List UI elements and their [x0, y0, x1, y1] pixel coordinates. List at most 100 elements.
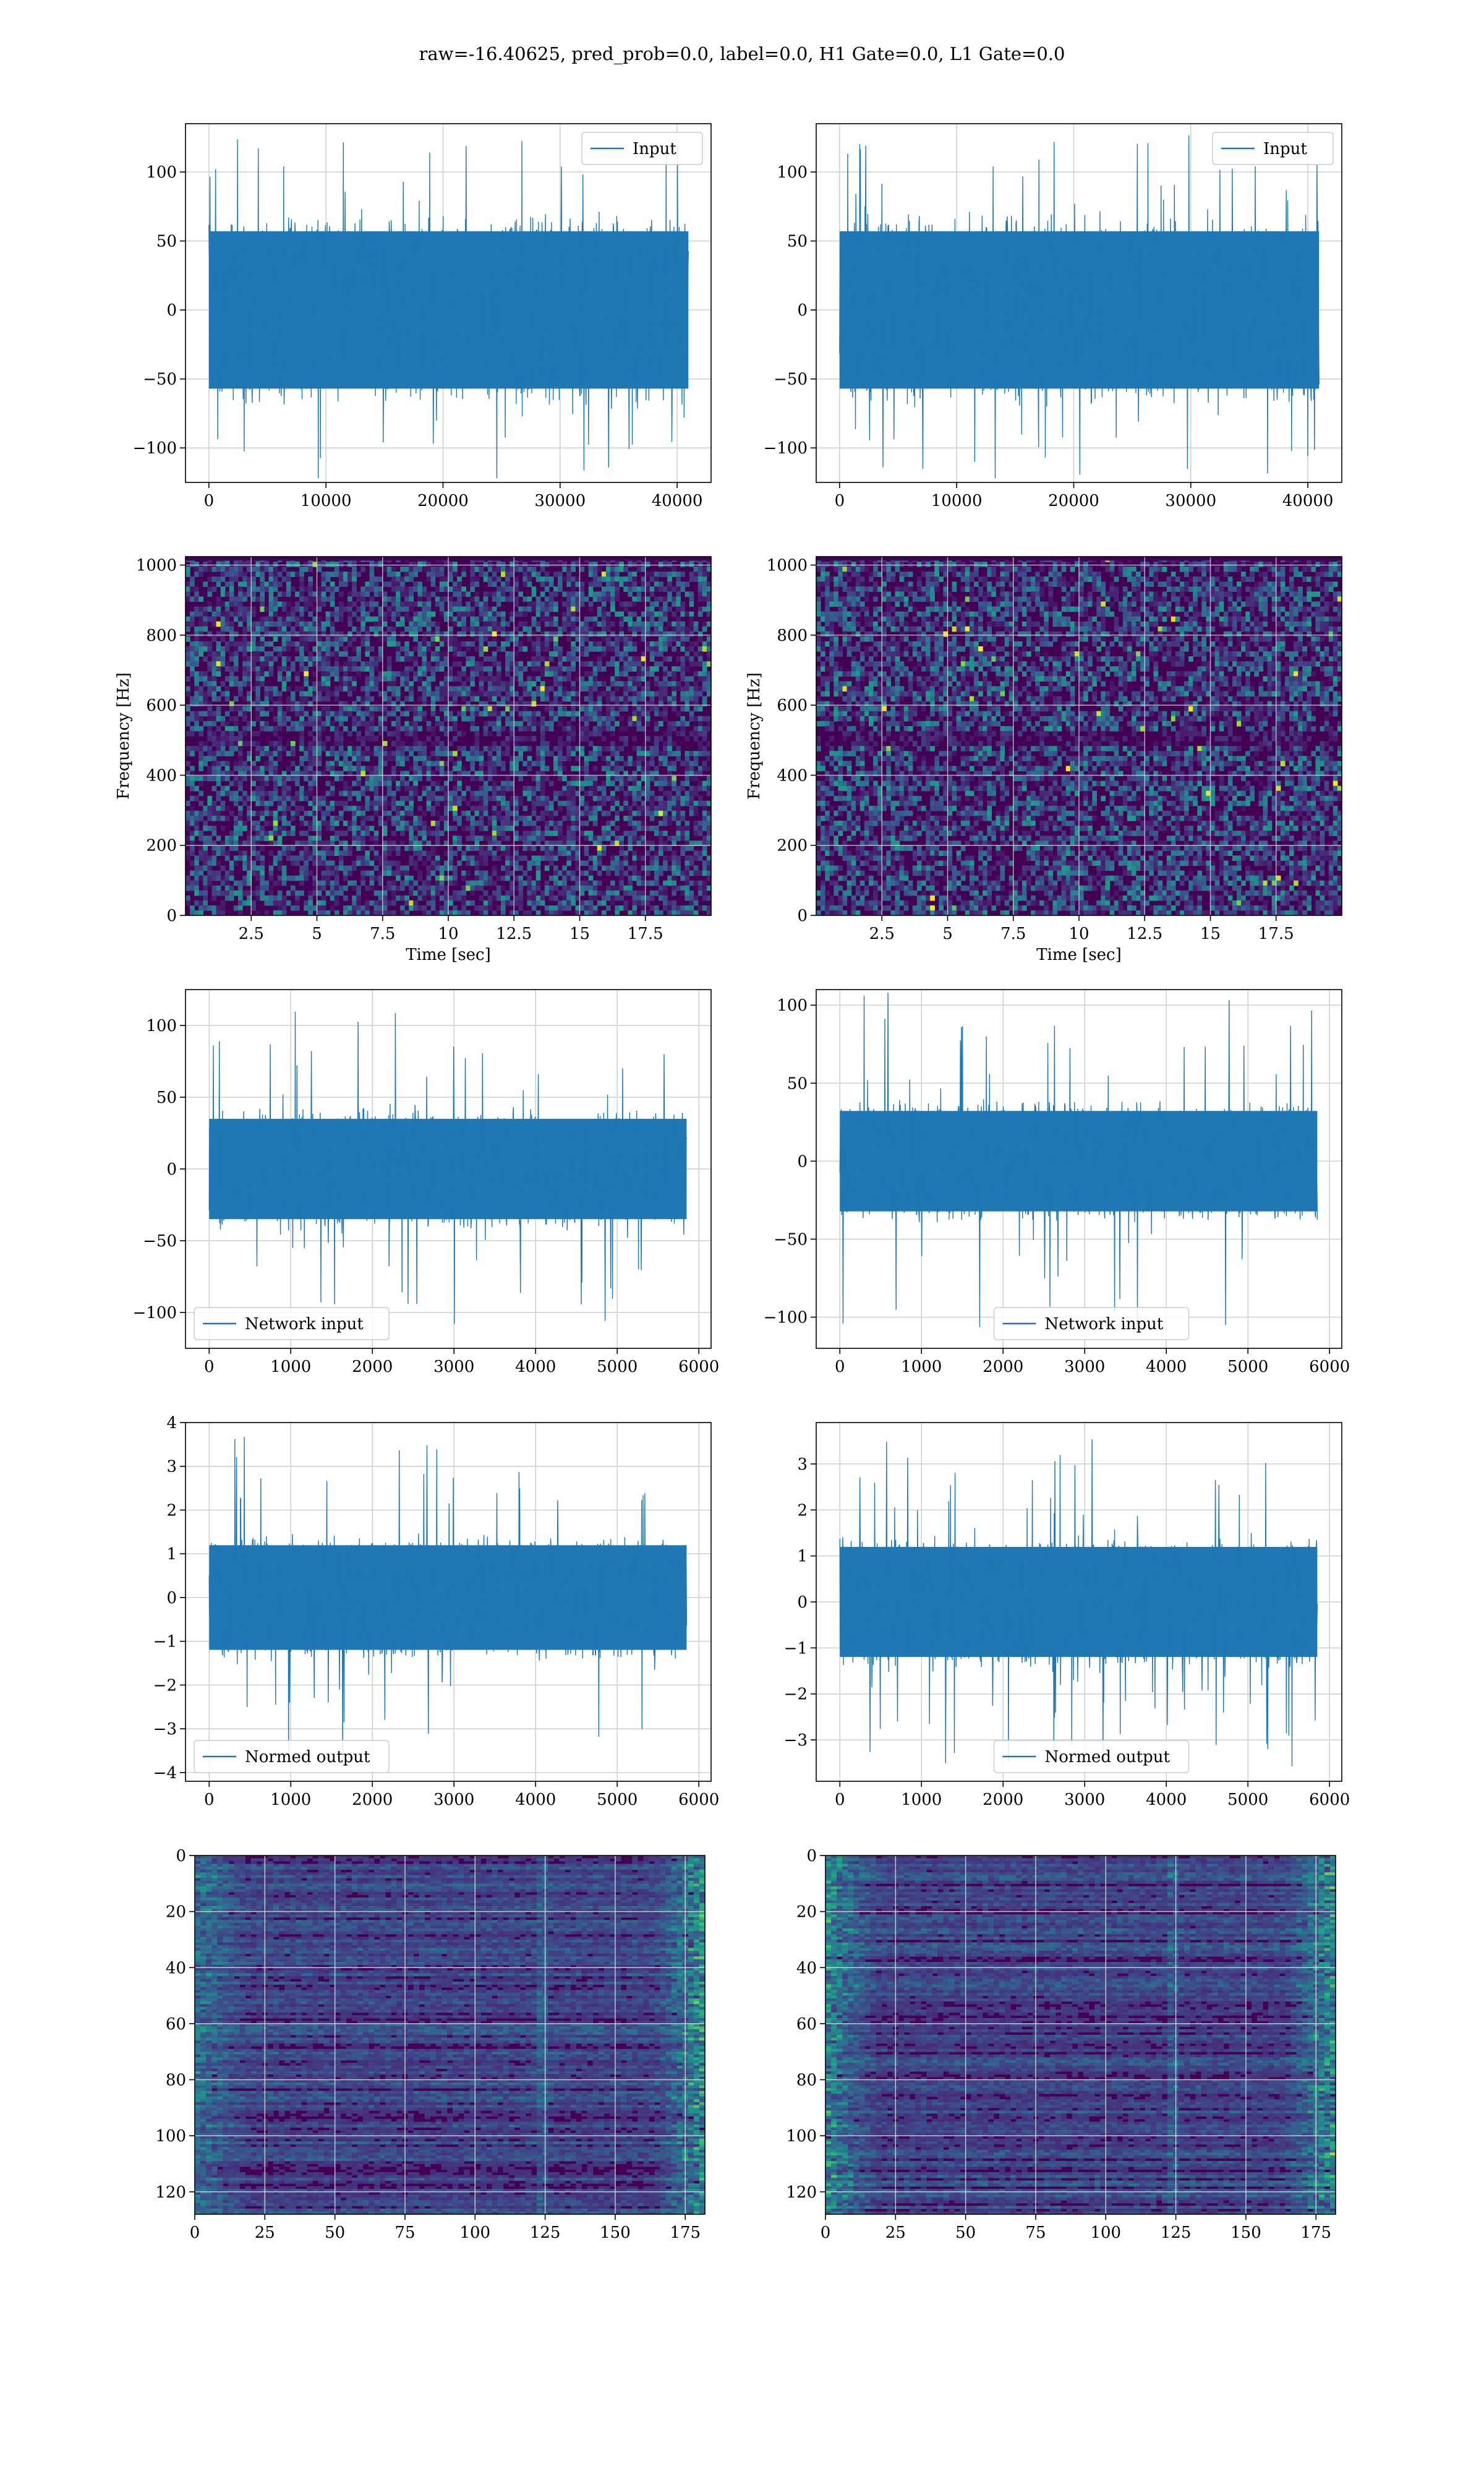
norm-l1-legend: Normed output — [993, 1740, 1190, 1773]
net-l1-xtick-label: 4000 — [1146, 1358, 1187, 1376]
spec-l1-ytick-label: 400 — [777, 766, 808, 785]
net-h1-xtick-label: 0 — [204, 1358, 215, 1376]
spec-h1-ticks: 2.5 5 7.5 10 12.5 15 17.5 0 200 400 600 800 1000 — [136, 557, 663, 943]
norm-h1-frame — [185, 1422, 712, 1782]
spec-l1-xlabel: Time [sec] — [1036, 946, 1122, 964]
net-l1-ytick-label: −50 — [774, 1230, 808, 1249]
feat-h1-ytick-label: 0 — [176, 1847, 186, 1865]
input-l1-legend-box — [1212, 132, 1334, 165]
net-h1-legend-box — [194, 1307, 390, 1340]
norm-l1-xtick-label: 6000 — [1309, 1791, 1350, 1809]
input-l1-trace — [839, 135, 1320, 479]
norm-l1-xtick-label: 5000 — [1227, 1791, 1268, 1809]
input-l1-xtick-label: 30000 — [1165, 492, 1216, 510]
spec-h1-ytick-label: 400 — [146, 766, 177, 785]
net-h1-xtick-label: 4000 — [515, 1358, 556, 1376]
input-l1-xtick-label: 20000 — [1048, 492, 1099, 510]
input-h1-legend-label: Input — [633, 140, 676, 158]
spec-h1-xtick-label: 17.5 — [628, 925, 663, 943]
norm-h1-legend: Normed output — [194, 1740, 390, 1773]
input-l1-ticks: 0 10000 20000 30000 40000 −100 −50 0 50 100 — [764, 163, 1334, 510]
spec-h1-xtick-label: 7.5 — [370, 925, 395, 943]
spec-l1-xtick-label: 15 — [1200, 925, 1221, 943]
chart-feature-map-l1: 0 25 50 75 100 125 150 175 0 20 40 60 80 100 120 — [786, 1847, 1336, 2242]
chart-normed-output-l1: 0 1000 2000 3000 4000 5000 6000 −3 −2 −1 0 1 2 3 Norme… — [784, 1422, 1350, 1809]
spec-h1-xtick-label: 10 — [438, 925, 458, 943]
input-l1-legend-label: Input — [1263, 140, 1307, 158]
spec-h1-xtick-label: 12.5 — [496, 925, 532, 943]
norm-l1-ytick-label: 2 — [797, 1501, 808, 1520]
input-l1-ytick-label: −50 — [774, 370, 808, 389]
feat-l1-ytick-label: 120 — [786, 2183, 817, 2202]
chart-input-l1: 0 10000 20000 30000 40000 −100 −50 0 50 100 Input — [764, 123, 1342, 510]
net-h1-legend: Network input — [194, 1307, 390, 1340]
spec-h1-ytick-label: 0 — [166, 907, 177, 925]
net-h1-trace — [208, 1011, 688, 1324]
feat-h1-ticks: 0 25 50 75 100 125 150 175 0 20 40 60 80 100 120 — [155, 1847, 701, 2242]
norm-l1-xtick-label: 1000 — [901, 1791, 942, 1809]
feat-h1-xtick-label: 0 — [190, 2224, 200, 2242]
spec-l1-frame — [816, 556, 1342, 916]
net-h1-xtick-label: 2000 — [352, 1358, 393, 1376]
feat-l1-xtick-label: 0 — [821, 2224, 831, 2242]
feat-l1-xtick-label: 150 — [1230, 2224, 1261, 2242]
norm-h1-ytick-label: −4 — [153, 1764, 177, 1783]
norm-l1-ticks: 0 1000 2000 3000 4000 5000 6000 −3 −2 −1 0 1 2 3 — [784, 1455, 1350, 1809]
spec-h1-xtick-label: 5 — [312, 925, 322, 943]
feat-h1-xtick-label: 75 — [394, 2224, 415, 2242]
feat-l1-ytick-label: 40 — [796, 1959, 817, 1977]
net-l1-ytick-label: 50 — [787, 1074, 808, 1093]
feat-h1-ytick-label: 60 — [166, 2015, 186, 2034]
net-l1-legend-box — [993, 1307, 1190, 1340]
input-h1-legend-box — [581, 132, 703, 165]
feat-l1-ytick-label: 100 — [786, 2127, 817, 2146]
input-h1-ytick-label: 100 — [146, 163, 177, 182]
norm-h1-xtick-label: 3000 — [433, 1791, 474, 1809]
spec-l1-xtick-label: 5 — [942, 925, 953, 943]
feat-l1-ytick-label: 80 — [796, 2071, 817, 2090]
norm-l1-legend-label: Normed output — [1045, 1748, 1171, 1766]
spec-l1-xtick-label: 7.5 — [1000, 925, 1026, 943]
input-l1-frame — [816, 123, 1342, 483]
spec-l1-xtick-label: 17.5 — [1258, 925, 1294, 943]
input-h1-trace — [208, 139, 689, 479]
net-h1-xtick-label: 1000 — [270, 1358, 311, 1376]
feat-h1-frame — [194, 1855, 706, 2215]
spec-l1-ytick-label: 1000 — [767, 557, 808, 575]
net-h1-ytick-label: 100 — [146, 1017, 177, 1035]
feat-l1-xtick-label: 175 — [1300, 2224, 1331, 2242]
net-l1-xtick-label: 3000 — [1064, 1358, 1105, 1376]
input-h1-xtick-label: 40000 — [652, 492, 703, 510]
input-l1-ytick-label: 100 — [777, 163, 808, 182]
input-h1-legend: Input — [581, 132, 703, 165]
spec-h1-xtick-label: 15 — [569, 925, 590, 943]
feat-h1-ytick-label: 80 — [166, 2071, 186, 2090]
norm-h1-ytick-label: 3 — [166, 1458, 177, 1476]
norm-l1-xtick-label: 2000 — [983, 1791, 1023, 1809]
norm-l1-ytick-label: 1 — [797, 1547, 808, 1566]
spec-l1-ytick-label: 200 — [777, 837, 808, 855]
chart-network-input-l1: 0 1000 2000 3000 4000 5000 6000 −100 −50 0 50 100 Ne… — [764, 989, 1350, 1376]
input-l1-xtick-label: 40000 — [1282, 492, 1334, 510]
net-l1-ytick-label: 100 — [777, 996, 808, 1015]
norm-h1-ytick-label: 2 — [166, 1501, 177, 1520]
net-h1-ytick-label: 50 — [156, 1089, 177, 1107]
input-h1-ytick-label: 50 — [156, 233, 177, 251]
feat-l1-xtick-label: 75 — [1025, 2224, 1046, 2242]
input-l1-legend: Input — [1212, 132, 1334, 165]
norm-l1-ytick-label: −2 — [784, 1685, 808, 1704]
net-h1-legend-label: Network input — [245, 1315, 364, 1333]
input-h1-xtick-label: 20000 — [417, 492, 469, 510]
feat-l1-ticks: 0 25 50 75 100 125 150 175 0 20 40 60 80 100 120 — [786, 1847, 1331, 2242]
net-l1-xtick-label: 6000 — [1309, 1358, 1350, 1376]
spec-l1-ytick-label: 600 — [777, 696, 808, 715]
net-h1-ticks: 0 1000 2000 3000 4000 5000 6000 −100 −50 0 50 100 — [133, 1017, 720, 1376]
input-h1-frame — [185, 123, 712, 483]
net-l1-legend-label: Network input — [1045, 1315, 1164, 1333]
feat-h1-xtick-label: 175 — [670, 2224, 701, 2242]
input-l1-ytick-label: −100 — [764, 439, 808, 458]
input-l1-xtick-label: 0 — [835, 492, 845, 510]
spec-h1-frame — [185, 556, 712, 916]
norm-l1-frame — [816, 1422, 1342, 1782]
spec-l1-xtick-label: 2.5 — [869, 925, 895, 943]
